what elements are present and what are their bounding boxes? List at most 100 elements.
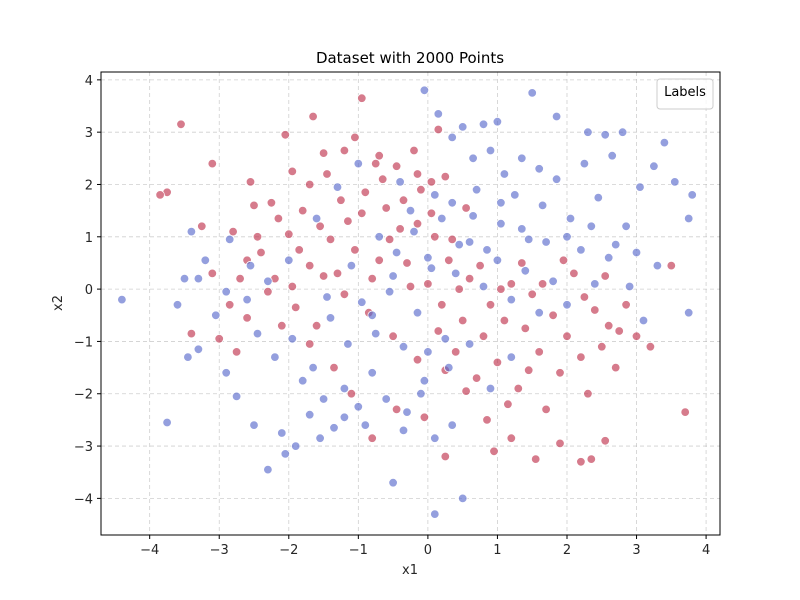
x-tick-label: 3 [632, 543, 640, 558]
data-point-class-1 [496, 218, 506, 229]
data-point-class-0 [343, 216, 353, 226]
data-point-class-0 [614, 326, 624, 336]
data-point-class-1 [388, 271, 398, 281]
data-point-class-0 [277, 321, 287, 331]
data-point-class-1 [117, 294, 127, 305]
y-tick-label: −3 [74, 440, 93, 455]
data-point-class-1 [360, 420, 371, 430]
data-point-class-1 [649, 161, 659, 171]
data-point-class-1 [252, 328, 263, 339]
data-point-class-0 [576, 352, 586, 362]
data-point-class-1 [353, 158, 364, 169]
data-point-class-0 [531, 454, 541, 464]
data-point-class-1 [534, 308, 544, 318]
data-point-class-1 [600, 130, 610, 140]
data-point-class-1 [586, 221, 597, 232]
data-point-class-0 [398, 195, 409, 205]
data-point-class-1 [343, 339, 353, 349]
data-point-class-1 [611, 239, 621, 250]
x-tick-label: −4 [140, 543, 159, 558]
data-point-class-0 [214, 334, 224, 344]
data-point-class-1 [426, 263, 437, 273]
data-point-class-1 [311, 213, 322, 224]
data-point-class-1 [423, 347, 433, 357]
data-point-class-1 [416, 389, 426, 399]
data-point-class-1 [270, 352, 280, 362]
data-point-class-1 [534, 164, 544, 174]
data-point-class-0 [451, 347, 461, 357]
data-point-class-1 [381, 394, 391, 404]
data-point-class-1 [478, 119, 489, 130]
data-point-class-0 [374, 150, 384, 161]
data-point-class-0 [440, 171, 451, 182]
data-point-class-1 [172, 300, 183, 310]
data-point-class-0 [371, 158, 381, 169]
data-point-class-0 [680, 407, 690, 417]
data-point-class-0 [378, 174, 388, 184]
data-point-class-0 [228, 226, 238, 237]
data-point-class-0 [391, 404, 402, 415]
y-tick-label: 0 [85, 283, 93, 298]
data-point-class-1 [179, 273, 190, 284]
data-point-class-0 [245, 177, 256, 187]
data-point-class-0 [506, 433, 517, 443]
data-point-class-0 [197, 221, 207, 232]
data-point-class-1 [506, 352, 517, 362]
data-point-class-0 [273, 213, 284, 224]
data-point-class-0 [294, 245, 304, 255]
y-tick-label: 4 [85, 74, 93, 89]
data-point-class-1 [200, 255, 211, 265]
data-point-class-0 [496, 284, 506, 294]
data-point-class-0 [583, 389, 593, 399]
data-point-class-1 [374, 232, 384, 242]
data-point-class-0 [503, 399, 513, 409]
data-point-class-0 [350, 245, 360, 255]
data-point-class-1 [357, 297, 367, 307]
data-point-class-0 [322, 169, 332, 179]
data-point-class-0 [391, 161, 402, 171]
y-axis-ticks: −4 −3 −2 −1 0 1 2 3 4 [74, 74, 101, 507]
data-point-class-1 [492, 116, 503, 127]
data-point-class-1 [517, 153, 527, 164]
data-point-class-1 [318, 394, 329, 404]
data-point-class-1 [339, 412, 350, 423]
data-point-class-1 [687, 190, 697, 200]
data-point-class-0 [412, 169, 423, 179]
y-tick-label: −1 [74, 335, 93, 350]
y-axis-label: x2 [51, 295, 66, 311]
data-point-class-0 [482, 415, 492, 425]
data-point-class-0 [461, 386, 471, 396]
data-point-class-1 [458, 122, 468, 132]
data-point-class-1 [579, 158, 590, 169]
data-point-class-0 [666, 260, 677, 271]
data-point-class-0 [291, 302, 301, 313]
data-point-class-1 [471, 184, 482, 195]
data-point-class-1 [322, 292, 332, 302]
data-point-class-1 [604, 253, 614, 263]
data-point-class-1 [454, 239, 464, 250]
data-point-class-0 [311, 321, 322, 331]
data-point-class-0 [464, 273, 475, 284]
data-point-class-0 [631, 331, 642, 341]
data-point-class-1 [482, 245, 492, 255]
data-point-class-0 [506, 279, 517, 289]
data-point-class-1 [287, 334, 298, 344]
data-point-class-0 [402, 258, 412, 268]
data-point-class-1 [621, 221, 631, 232]
grid [101, 72, 720, 535]
data-point-class-0 [541, 404, 551, 415]
data-point-class-1 [517, 224, 527, 234]
data-point-class-0 [388, 331, 398, 341]
data-point-class-0 [527, 289, 537, 300]
data-point-class-1 [329, 423, 339, 433]
data-point-class-1 [245, 260, 256, 271]
data-point-class-0 [558, 255, 569, 265]
data-point-class-0 [517, 258, 527, 268]
data-point-class-1 [346, 260, 357, 271]
data-point-class-0 [284, 229, 294, 239]
data-point-class-1 [458, 493, 468, 504]
data-point-class-1 [541, 237, 551, 247]
data-point-class-0 [534, 347, 544, 357]
data-point-class-1 [659, 137, 670, 148]
data-point-class-1 [423, 253, 433, 263]
